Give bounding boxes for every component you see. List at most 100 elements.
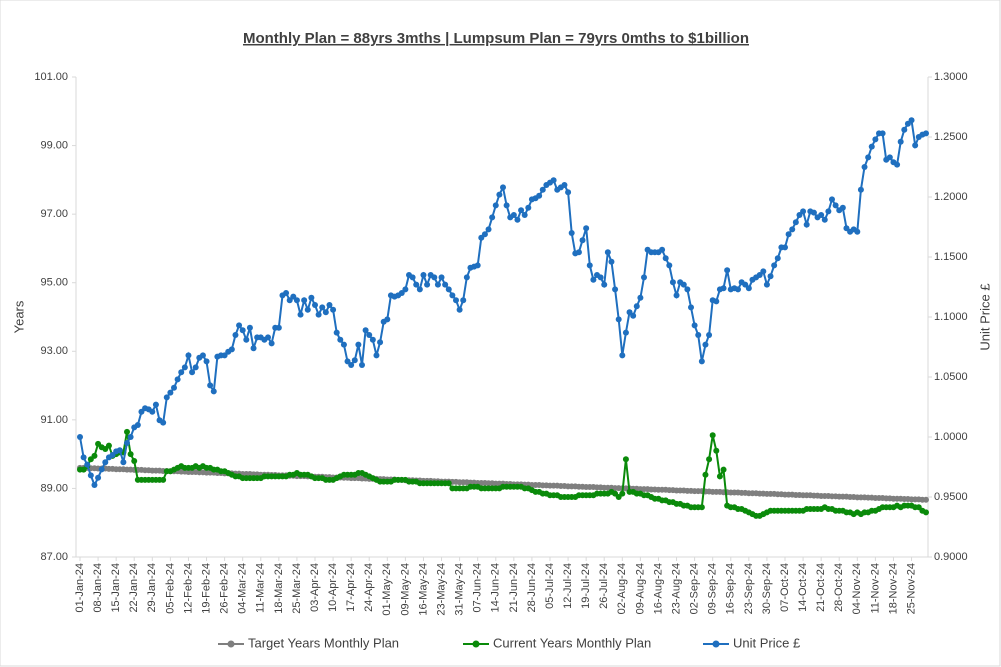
- x-tick-label: 09-May-24: [399, 563, 411, 616]
- y2-tick-label: 1.1000: [934, 311, 968, 323]
- data-point: [510, 212, 517, 218]
- y2-tick-label: 0.9500: [934, 491, 968, 503]
- data-point: [207, 382, 214, 389]
- data-point: [131, 458, 138, 464]
- legend-label: Unit Price £: [733, 635, 801, 650]
- data-point: [622, 329, 629, 336]
- x-tick-label: 18-Nov-24: [887, 563, 899, 614]
- data-point: [832, 202, 839, 209]
- data-point: [124, 440, 130, 446]
- x-tick-label: 07-Oct-24: [779, 563, 791, 612]
- x-tick-label: 16-May-24: [417, 563, 429, 616]
- data-point: [713, 298, 720, 305]
- data-point: [825, 208, 832, 215]
- data-point: [330, 306, 337, 313]
- legend-marker: [472, 640, 480, 648]
- data-point: [178, 369, 185, 376]
- data-point: [923, 496, 929, 503]
- data-point: [377, 339, 384, 346]
- data-point: [702, 341, 709, 348]
- data-point: [445, 480, 452, 487]
- data-point: [857, 186, 864, 193]
- data-point: [160, 476, 167, 483]
- data-point: [265, 334, 271, 341]
- data-point: [619, 490, 626, 497]
- data-point: [102, 459, 109, 466]
- data-point: [716, 473, 723, 480]
- data-point: [431, 274, 438, 281]
- data-point: [575, 249, 582, 256]
- x-tick-label: 04-Nov-24: [851, 563, 863, 614]
- legend-marker: [227, 640, 235, 648]
- data-point: [702, 471, 709, 478]
- data-point: [662, 255, 669, 262]
- data-point: [434, 281, 441, 288]
- y-tick-label: 99.00: [40, 139, 68, 151]
- y2-tick-label: 1.0500: [934, 371, 968, 383]
- series-markers: [77, 117, 929, 488]
- y2-tick-label: 1.0000: [934, 431, 968, 443]
- data-point: [724, 267, 731, 274]
- data-point: [923, 509, 929, 516]
- data-point: [586, 262, 593, 269]
- data-point: [561, 182, 568, 188]
- data-point: [449, 292, 456, 299]
- data-point: [369, 336, 376, 343]
- data-point: [98, 466, 105, 473]
- data-point: [460, 297, 467, 304]
- data-point: [236, 322, 243, 329]
- data-point: [192, 364, 199, 371]
- data-point: [720, 285, 727, 292]
- data-point: [800, 208, 807, 215]
- data-point: [308, 294, 315, 301]
- y-tick-label: 97.00: [40, 208, 68, 220]
- data-point: [384, 316, 391, 323]
- x-tick-label: 01-Jan-24: [74, 563, 86, 613]
- data-point: [839, 204, 846, 211]
- data-point: [463, 274, 470, 281]
- data-point: [268, 340, 275, 347]
- data-point: [80, 454, 87, 461]
- y-tick-label: 89.00: [40, 482, 68, 494]
- data-point: [120, 459, 127, 466]
- y2-tick-label: 1.2500: [934, 131, 968, 143]
- data-point: [77, 434, 83, 440]
- data-point: [872, 136, 879, 143]
- data-point: [630, 312, 637, 319]
- x-tick-label: 19-Feb-24: [200, 563, 212, 614]
- data-point: [785, 231, 792, 238]
- x-tick-label: 02-Aug-24: [616, 563, 628, 614]
- x-tick-label: 03-Apr-24: [309, 563, 321, 612]
- data-point: [326, 302, 333, 308]
- data-point: [485, 226, 492, 233]
- data-point: [243, 336, 250, 343]
- data-point: [304, 306, 311, 313]
- data-point: [536, 192, 543, 199]
- data-point: [865, 154, 872, 161]
- data-point: [641, 274, 647, 281]
- data-point: [583, 225, 590, 232]
- data-point: [673, 292, 680, 299]
- x-tick-label: 05-Jul-24: [544, 563, 556, 609]
- x-tick-label: 04-Mar-24: [237, 563, 249, 614]
- data-point: [445, 286, 452, 293]
- data-point: [442, 281, 449, 288]
- data-point: [246, 324, 253, 331]
- data-point: [612, 286, 619, 293]
- data-point: [615, 316, 622, 323]
- data-point: [622, 456, 629, 463]
- data-point: [315, 311, 322, 318]
- x-tick-label: 02-Sep-24: [689, 563, 701, 614]
- data-point: [792, 219, 799, 226]
- data-point: [713, 447, 720, 454]
- data-point: [413, 281, 420, 288]
- data-point: [250, 345, 257, 352]
- data-point: [199, 352, 206, 359]
- x-tick-label: 10-Apr-24: [327, 563, 339, 612]
- x-tick-label: 23-May-24: [435, 563, 447, 616]
- data-point: [829, 196, 835, 203]
- x-tick-label: 25-Mar-24: [291, 563, 303, 614]
- data-point: [496, 191, 503, 198]
- x-tick-label: 28-Jun-24: [526, 563, 538, 613]
- data-point: [424, 281, 431, 288]
